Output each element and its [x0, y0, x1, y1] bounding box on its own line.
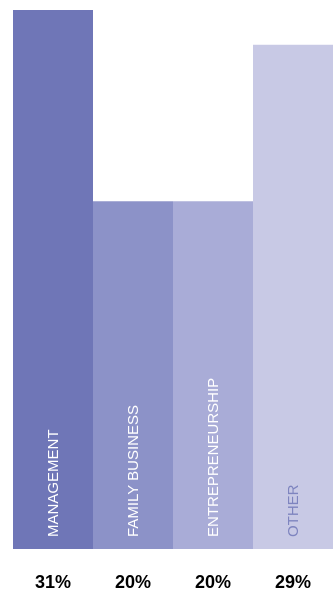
- category-label-management: MANAGEMENT: [45, 429, 62, 537]
- bar-entrepreneurship: [173, 201, 253, 550]
- category-label-family-business: FAMILY BUSINESS: [125, 405, 142, 537]
- value-label-other: 29%: [275, 572, 311, 592]
- value-label-family-business: 20%: [115, 572, 151, 592]
- category-label-other: OTHER: [285, 484, 302, 537]
- bar-other: [253, 44, 333, 549]
- value-label-management: 31%: [35, 572, 71, 592]
- bar-management: [13, 10, 93, 549]
- bar-family-business: [93, 201, 173, 550]
- category-label-entrepreneurship: ENTREPRENEURSHIP: [205, 378, 222, 537]
- value-label-entrepreneurship: 20%: [195, 572, 231, 592]
